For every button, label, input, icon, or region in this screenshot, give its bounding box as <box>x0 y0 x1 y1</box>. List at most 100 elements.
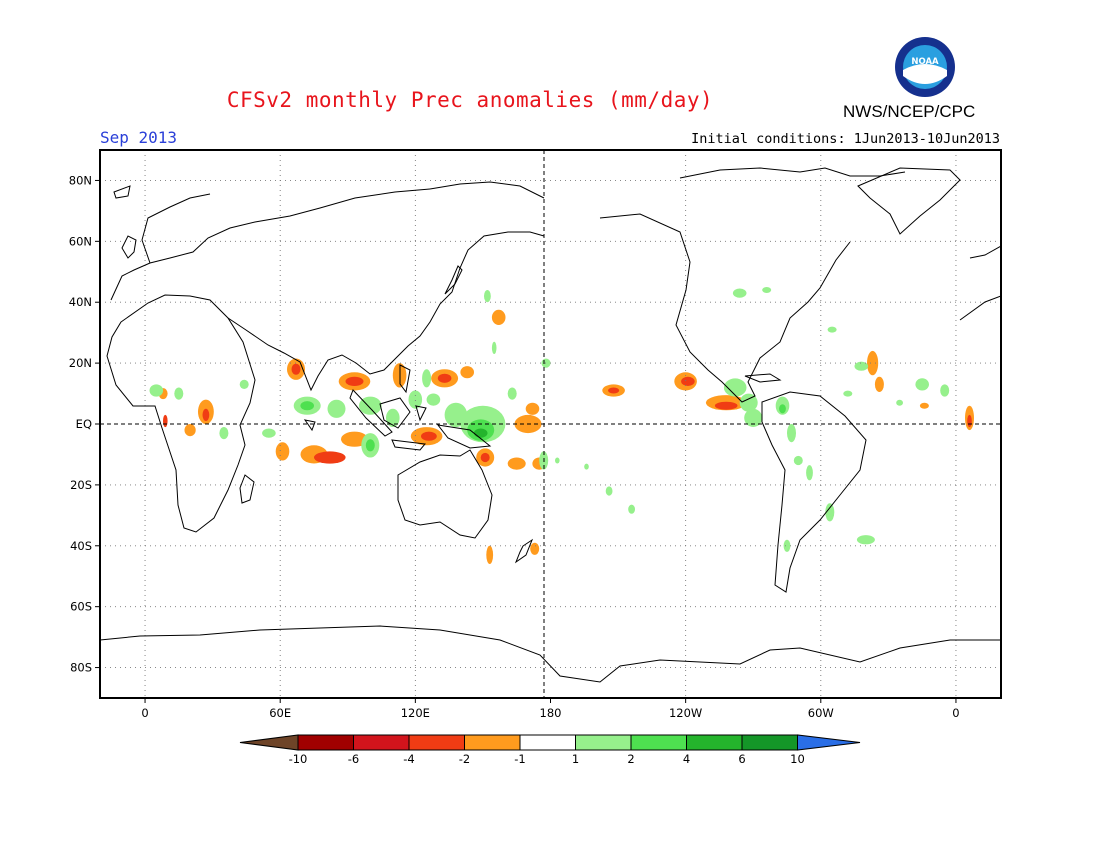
anomaly-area-neg2 <box>919 402 929 409</box>
noaa-logo-icon: NOAA <box>895 37 955 97</box>
anomaly-area-pos2 <box>584 463 589 470</box>
lat-tick-label: EQ <box>76 417 92 431</box>
colorbar-label: 4 <box>683 752 690 766</box>
anomaly-area-neg2 <box>874 376 884 392</box>
lat-tick-label: 40S <box>70 539 92 553</box>
anomaly-area-pos1 <box>239 379 249 389</box>
anomaly-area-pos2 <box>605 486 613 496</box>
anomaly-area-pos2 <box>787 424 796 443</box>
anomaly-area-pos2 <box>915 378 929 391</box>
borneo-coast <box>379 397 411 429</box>
anomaly-area-pos2 <box>825 503 835 522</box>
lat-tick-label: 20N <box>69 356 92 370</box>
anomaly-area-pos2 <box>408 390 423 409</box>
anomaly-area-neg2 <box>867 350 879 376</box>
anomaly-area-pos2 <box>732 288 747 298</box>
colorbar-label: 2 <box>627 752 634 766</box>
lat-tick-label: 20S <box>70 478 92 492</box>
anomaly-area-neg4 <box>345 376 364 386</box>
anomaly-area-pos2 <box>507 387 517 400</box>
chart-title: CFSv2 monthly Prec anomalies (mm/day) <box>226 88 714 112</box>
map-area <box>100 150 1001 698</box>
anomaly-area-pos2 <box>827 326 837 333</box>
japan-coast <box>444 265 463 295</box>
lon-tick-label: 60W <box>808 706 834 720</box>
forecast-month: Sep 2013 <box>100 128 178 147</box>
colorbar-over-arrow <box>797 734 861 751</box>
philippines-coast <box>399 364 411 394</box>
anomaly-area-neg4 <box>421 431 437 441</box>
colorbar: -10 -6 -4 -2 -1 1 2 4 6 10 <box>239 734 861 766</box>
anomaly-area-pos2 <box>854 361 869 371</box>
lon-tick-label: 60E <box>269 706 291 720</box>
anomaly-area-neg2 <box>525 402 540 415</box>
anomaly-area-pos2 <box>940 384 950 397</box>
south-america-coast <box>761 391 867 593</box>
colorbar-label: -10 <box>289 752 308 766</box>
sri-lanka-coast <box>303 419 316 432</box>
australia-coast <box>397 449 493 539</box>
anomaly-area-pos1 <box>793 455 803 466</box>
cuba-coast <box>744 373 782 383</box>
colorbar-label: 6 <box>738 752 745 766</box>
colorbar-label: 1 <box>572 752 579 766</box>
anomaly-area-pos2 <box>555 457 560 464</box>
asia-north-coast <box>429 181 545 199</box>
anomaly-area-pos2 <box>426 393 441 406</box>
latitude-labels: 80N 60N 40N 20N EQ 20S 40S 60S 80S <box>69 173 100 675</box>
anomaly-area-pos2 <box>806 465 813 481</box>
colorbar-label: -6 <box>348 752 359 766</box>
sulawesi-coast <box>415 405 427 422</box>
antarctica-coast <box>100 625 1001 683</box>
anomaly-area-neg2 <box>507 457 526 470</box>
asia-south-coast <box>227 231 545 392</box>
colorbar-label: -1 <box>514 752 525 766</box>
lat-tick-label: 40N <box>69 295 92 309</box>
grid-lines <box>100 150 1001 698</box>
anomaly-area-pos4 <box>779 404 786 414</box>
colorbar-segment <box>464 734 521 751</box>
java-coast <box>391 439 426 451</box>
lon-tick-label: 0 <box>141 706 148 720</box>
anomaly-area-neg2 <box>460 366 475 379</box>
anomaly-area-pos2 <box>262 428 276 438</box>
anomaly-area-neg2 <box>530 542 540 555</box>
anomaly-area-neg4 <box>480 452 490 463</box>
anomaly-area-neg2 <box>275 442 290 461</box>
anomaly-area-neg4 <box>163 414 168 428</box>
colorbar-label: -2 <box>459 752 470 766</box>
anomaly-area-pos6 <box>473 428 488 438</box>
iceland-coast <box>113 185 131 199</box>
lat-tick-label: 60N <box>69 234 92 248</box>
anomaly-area-neg4 <box>202 408 210 421</box>
longitude-labels: 0 60E 120E 180 120W 60W 0 <box>141 698 960 720</box>
colorbar-label: -4 <box>403 752 414 766</box>
anomaly-area-neg4 <box>314 451 346 464</box>
agency-label: NWS/NCEP/CPC <box>843 102 976 121</box>
lat-tick-label: 80N <box>69 173 92 187</box>
anomaly-area-pos2 <box>422 369 432 388</box>
anomaly-area-pos2 <box>783 539 791 552</box>
logo-gull <box>903 64 947 84</box>
anomaly-area-pos2 <box>149 384 164 397</box>
colorbar-label: 10 <box>790 752 805 766</box>
africa-wrap-coast <box>959 295 1001 321</box>
anomaly-area-neg4 <box>291 363 301 375</box>
africa-coast <box>106 294 256 533</box>
colorbar-segment <box>686 734 743 751</box>
lat-tick-label: 60S <box>70 600 92 614</box>
colorbar-segment <box>408 734 465 751</box>
anomaly-area-neg2 <box>491 309 506 325</box>
arctic-islands-coast <box>679 167 906 179</box>
anomaly-area-pos2 <box>628 504 635 514</box>
europe-coast <box>110 188 431 301</box>
colorbar-segment <box>297 734 354 751</box>
colorbar-segment <box>741 734 798 751</box>
anomaly-area-pos2 <box>359 396 382 415</box>
anomaly-area-pos2 <box>327 399 346 418</box>
logo-text: NOAA <box>911 57 939 67</box>
lon-tick-label: 0 <box>952 706 959 720</box>
lon-tick-label: 180 <box>540 706 562 720</box>
europe-wrap-coast <box>969 245 1001 259</box>
